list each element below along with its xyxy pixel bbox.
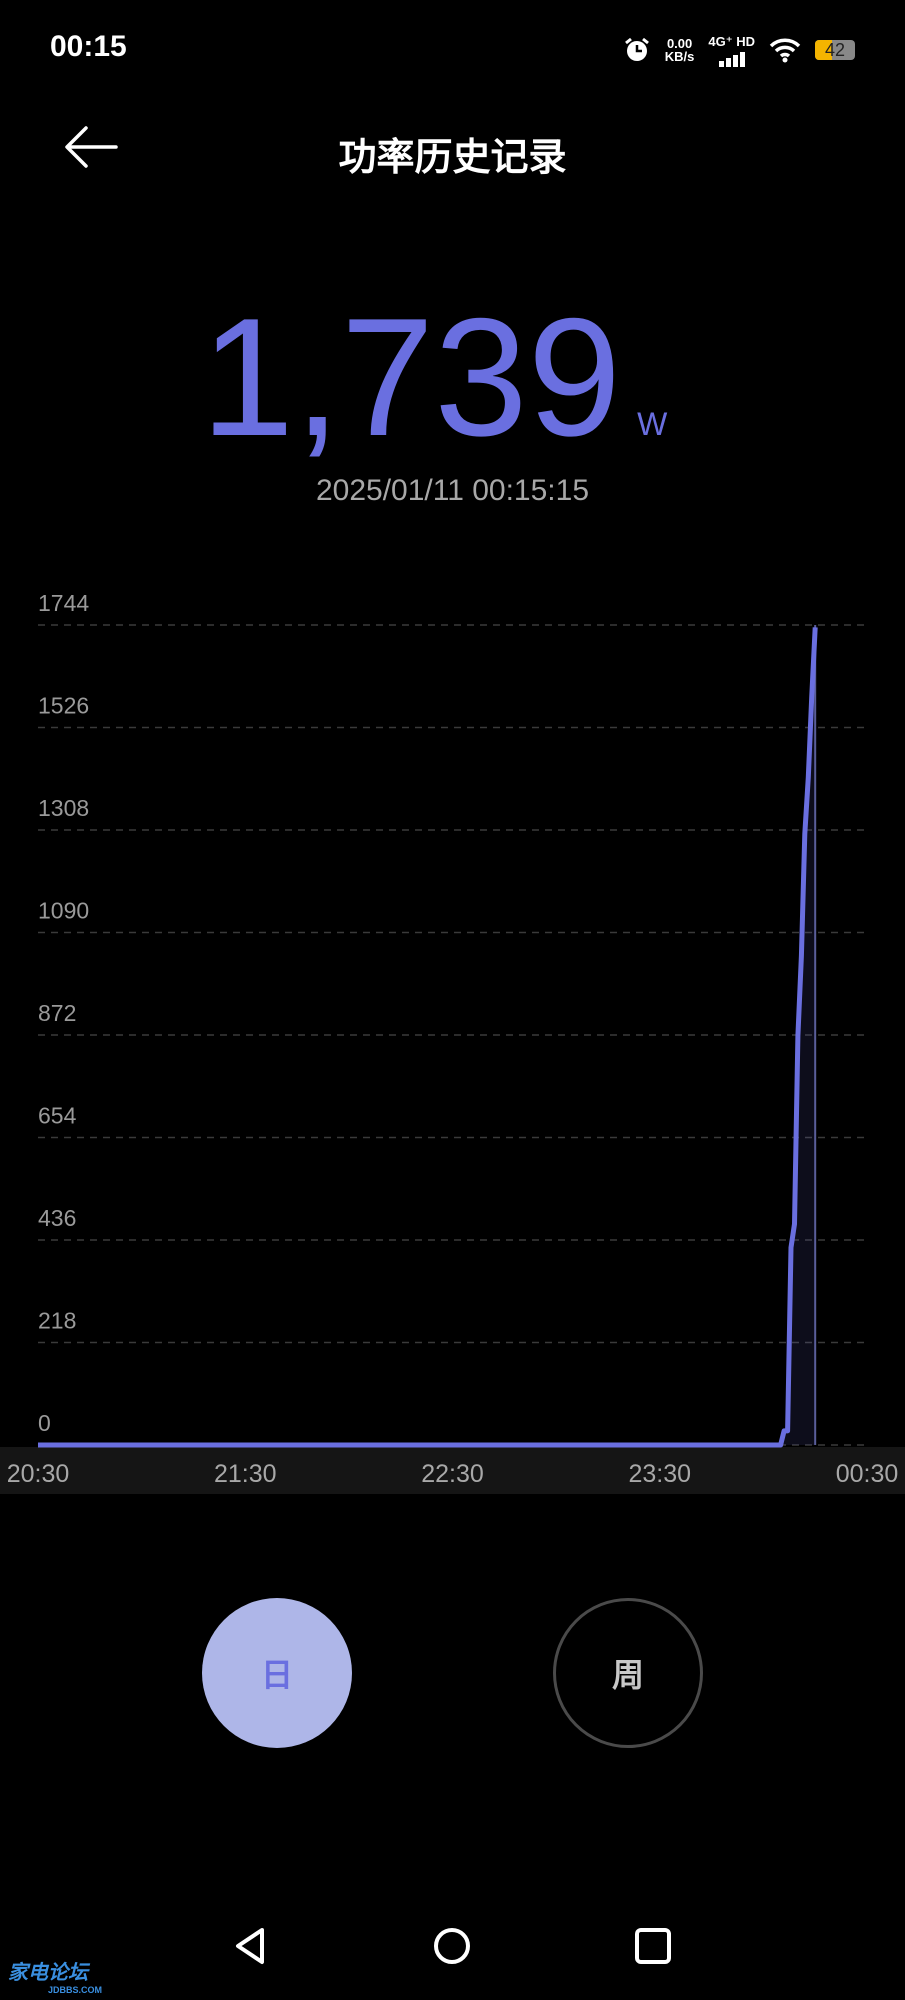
alarm-icon: [624, 37, 649, 61]
y-tick-label: 436: [38, 1205, 76, 1231]
day-button[interactable]: 日: [202, 1598, 352, 1748]
net-speed: 0.00 KB/s: [665, 37, 695, 63]
arrow-left-icon: [65, 126, 118, 168]
y-tick-label: 1090: [38, 898, 89, 924]
y-tick-label: 0: [38, 1410, 51, 1436]
y-tick-label: 1744: [38, 590, 89, 616]
y-tick-label: 218: [38, 1308, 76, 1334]
x-tick-label: 22:30: [421, 1460, 484, 1488]
y-tick-label: 1526: [38, 693, 89, 719]
power-unit: W: [637, 406, 668, 442]
y-tick-label: 872: [38, 1000, 76, 1026]
watermark-logo: 家电论坛 JDBBS.COM: [8, 1962, 103, 1995]
week-button[interactable]: 周: [553, 1598, 703, 1748]
nav-back-icon[interactable]: [230, 1924, 274, 1968]
net-speed-value: 0.00: [666, 36, 693, 51]
wifi-icon: [769, 38, 801, 63]
net-speed-unit: KB/s: [664, 49, 695, 64]
x-tick-label: 20:30: [7, 1460, 70, 1488]
nav-recents-icon[interactable]: [631, 1924, 675, 1968]
area-fill: [38, 627, 816, 1445]
power-reading: 1,739 W: [0, 292, 868, 509]
series-line: [38, 627, 818, 1448]
status-time: 00:15: [50, 30, 127, 63]
power-chart[interactable]: 1744 1526 1308 1090 872 654 436 218 0 20:30 21:30 2…: [0, 580, 905, 1510]
power-value: 1,739: [200, 283, 622, 471]
status-icons: 0.00 KB/s 4G⁺ HD 42: [623, 30, 855, 70]
battery-level: 42: [824, 40, 846, 60]
y-tick-label: 654: [38, 1103, 77, 1129]
x-tick-label: 21:30: [214, 1460, 277, 1488]
network-type: 4G⁺ HD: [708, 33, 755, 49]
x-axis-band: [0, 1447, 905, 1494]
signal-icon: 4G⁺ HD: [708, 34, 755, 67]
battery-icon: 42: [815, 40, 855, 60]
x-tick-label: 23:30: [628, 1460, 691, 1488]
page-title: 功率历史记录: [338, 137, 567, 179]
back-button[interactable]: [62, 122, 120, 172]
nav-home-icon[interactable]: [430, 1924, 474, 1968]
y-tick-label: 1308: [38, 795, 89, 821]
reading-timestamp: 2025/01/11 00:15:15: [315, 474, 590, 507]
x-tick-label: 00:30: [836, 1460, 899, 1488]
